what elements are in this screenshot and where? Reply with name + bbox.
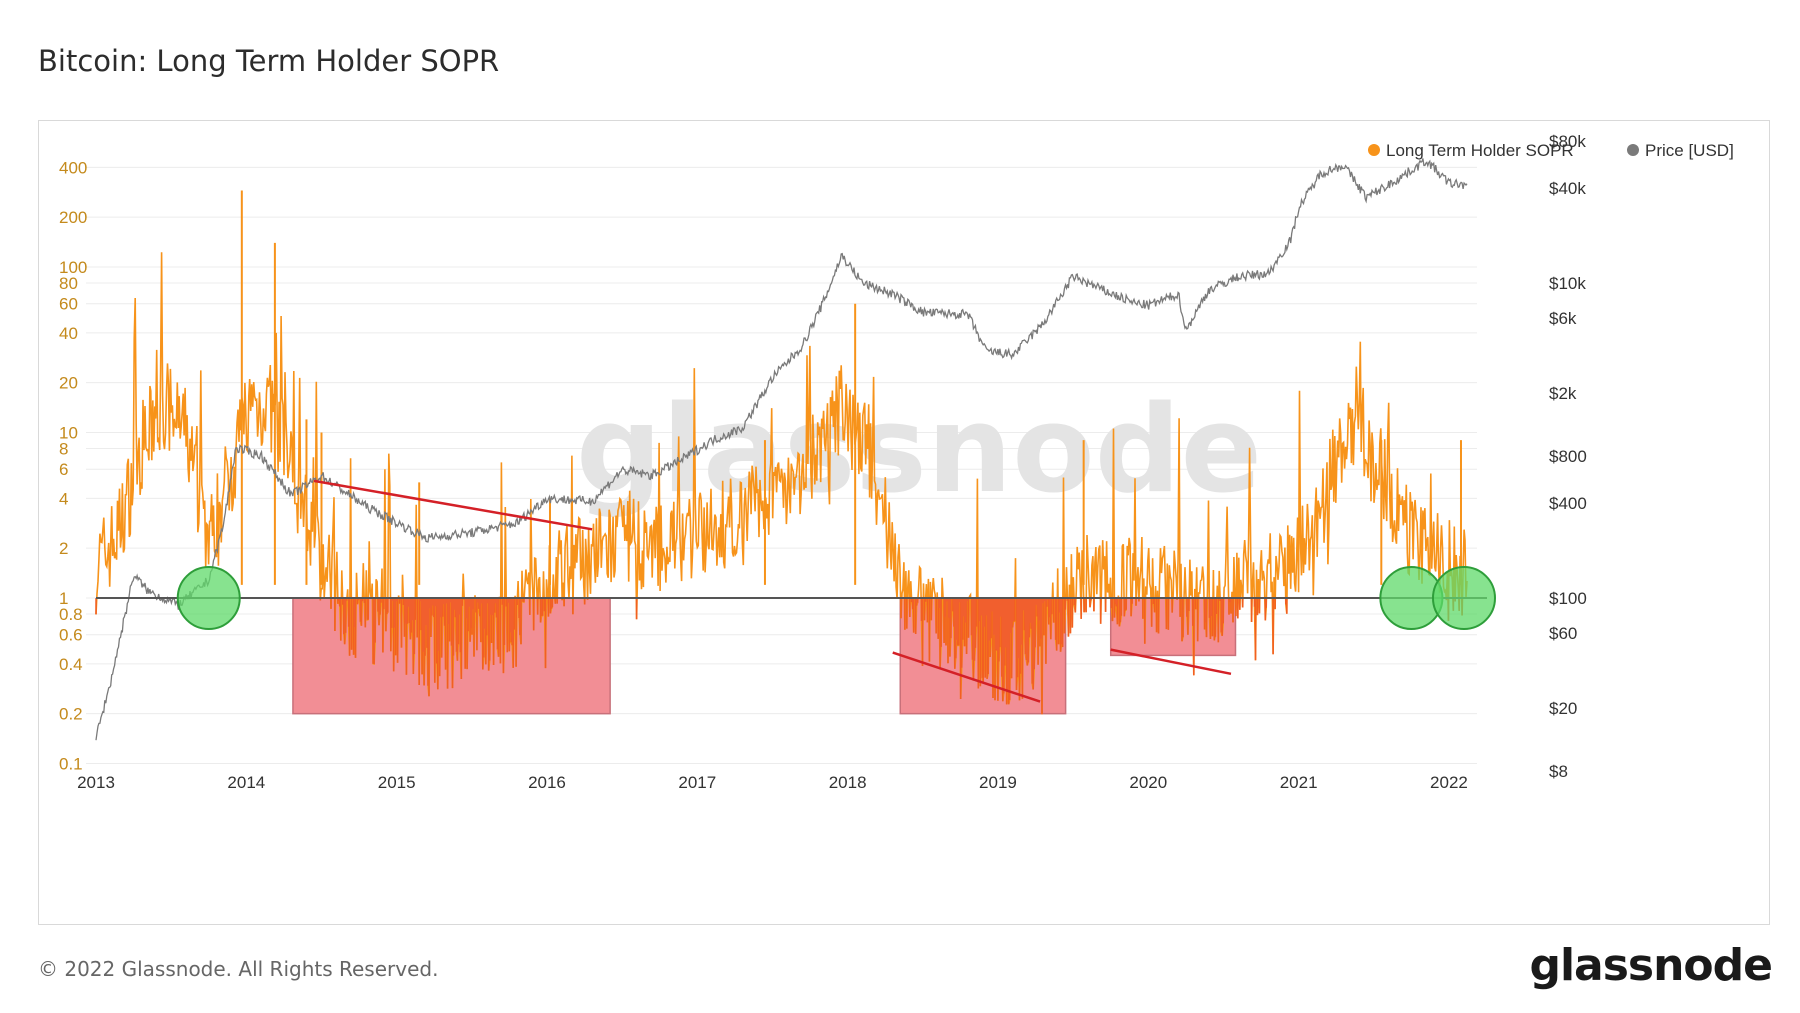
legend-marker-price [1627, 144, 1639, 156]
x-tick-label: 2014 [227, 773, 265, 792]
y-right-tick-label: $20 [1549, 699, 1577, 718]
y-right-tick-label: $60 [1549, 624, 1577, 643]
y-right-tick-label: $6k [1549, 309, 1577, 328]
y-left-tick-label: 20 [59, 374, 78, 393]
y-left-tick-label: 60 [59, 295, 78, 314]
trendline [1110, 648, 1232, 676]
y-right-tick-label: $80k [1549, 132, 1586, 151]
x-tick-label: 2018 [829, 773, 867, 792]
x-tick-label: 2019 [979, 773, 1017, 792]
chart-canvas: glassnode0.10.20.40.60.81246810204060801… [59, 132, 1734, 792]
x-tick-label: 2016 [528, 773, 566, 792]
y-right-tick-label: $400 [1549, 494, 1587, 513]
highlight-circle [1431, 566, 1496, 630]
y-right-tick-label: $10k [1549, 274, 1586, 293]
copyright-footer: © 2022 Glassnode. All Rights Reserved. [38, 957, 439, 981]
chart-frame: glassnode 0.1 0.2 0.4 0.6 0.8 1 2 4 6 8 10 20 40 60 80 1… [38, 120, 1770, 925]
x-tick-label: 2020 [1129, 773, 1167, 792]
trendline [892, 651, 1041, 703]
sopr-series-line [95, 252, 1468, 715]
brand-logo: glassnode [1529, 940, 1773, 991]
legend-marker-sopr [1368, 144, 1380, 156]
y-left-tick-label: 0.4 [59, 655, 83, 674]
x-tick-label: 2013 [77, 773, 115, 792]
y-left-tick-label: 4 [59, 489, 68, 508]
x-tick-label: 2017 [678, 773, 716, 792]
trendline [313, 479, 593, 531]
legend-label-sopr: Long Term Holder SOPR [1386, 141, 1574, 160]
y-left-tick-label: 0.2 [59, 705, 83, 724]
y-right-tick-label: $40k [1549, 179, 1586, 198]
price-series-line [95, 158, 1468, 741]
y-left-tick-label: 200 [59, 208, 87, 227]
y-left-tick-label: 6 [59, 460, 68, 479]
y-left-tick-label: 1 [59, 589, 68, 608]
y-right-tick-label: $2k [1549, 384, 1577, 403]
y-left-tick-label: 0.6 [59, 626, 83, 645]
y-left-tick-label: 400 [59, 158, 87, 177]
y-left-tick-label: 0.8 [59, 605, 83, 624]
y-left-tick-label: 0.1 [59, 755, 83, 774]
x-tick-label: 2022 [1430, 773, 1468, 792]
highlight-circle [176, 566, 241, 630]
y-left-tick-label: 10 [59, 424, 78, 443]
y-left-tick-label: 2 [59, 539, 68, 558]
x-tick-label: 2021 [1280, 773, 1318, 792]
chart-title: Bitcoin: Long Term Holder SOPR [38, 44, 500, 78]
x-tick-label: 2015 [378, 773, 416, 792]
y-left-tick-label: 8 [59, 440, 68, 459]
y-left-tick-label: 80 [59, 274, 78, 293]
y-right-tick-label: $800 [1549, 447, 1587, 466]
y-left-tick-label: 100 [59, 258, 87, 277]
legend-label-price: Price [USD] [1645, 141, 1734, 160]
y-left-tick-label: 40 [59, 324, 78, 343]
y-right-tick-label: $100 [1549, 589, 1587, 608]
y-right-tick-label: $8 [1549, 762, 1568, 781]
